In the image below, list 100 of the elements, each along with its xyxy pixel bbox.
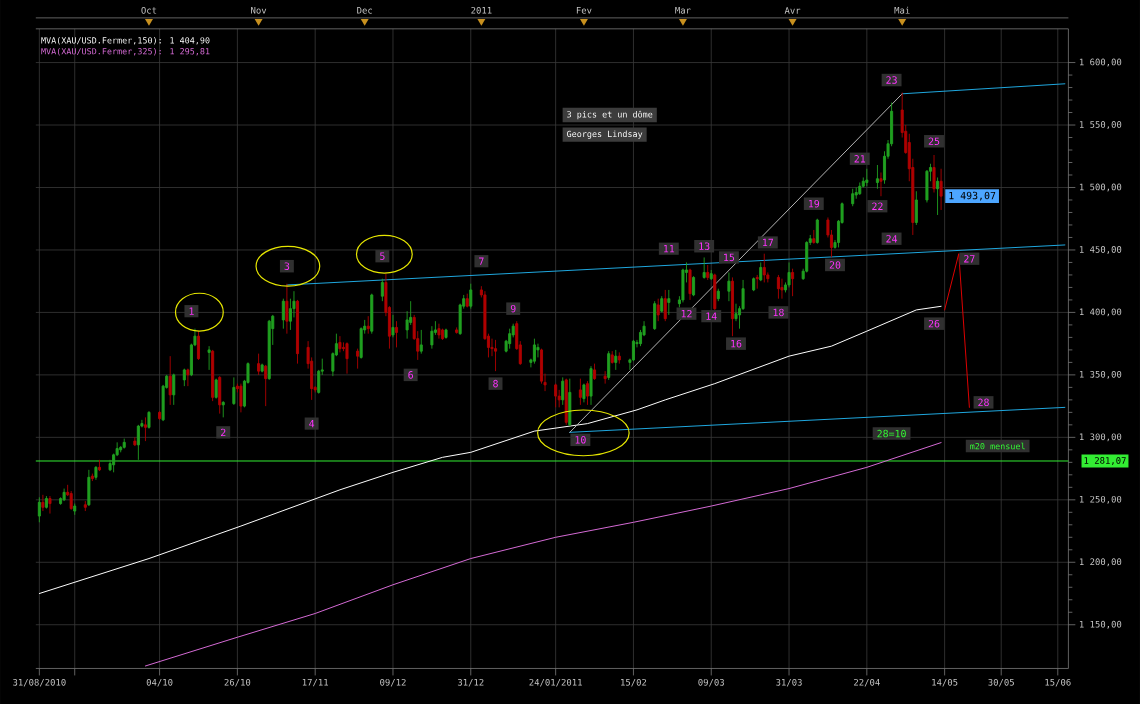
candlestick: [561, 376, 565, 406]
candlestick: [232, 376, 236, 406]
candlestick: [370, 293, 374, 334]
candlestick: [172, 373, 176, 406]
candlestick: [90, 472, 94, 482]
candlestick: [688, 268, 692, 301]
annotation: 11: [664, 244, 675, 253]
candlestick: [603, 370, 607, 384]
candlestick: [791, 268, 795, 297]
candlestick: [508, 328, 512, 349]
candlestick: [469, 283, 473, 309]
candlestick: [610, 350, 614, 364]
x2-tick-label: Mar: [675, 6, 691, 14]
candlestick: [419, 329, 423, 354]
candlestick: [879, 171, 883, 197]
candlestick: [875, 164, 879, 190]
candlestick: [73, 502, 77, 516]
y-tick-label: 1 450,00: [1079, 245, 1122, 254]
annotation: Georges Lindsay: [567, 130, 643, 139]
candlestick: [663, 289, 667, 322]
candlestick: [554, 383, 558, 408]
candlestick: [709, 269, 713, 281]
annotation: 9: [510, 304, 516, 313]
annotation: 13: [699, 242, 710, 250]
x-tick-label: 31/03: [776, 678, 802, 687]
candlestick: [94, 465, 98, 481]
annotation: 22: [872, 202, 883, 210]
x-tick-label: 15/02: [621, 678, 647, 687]
candlestick: [285, 283, 289, 334]
candlestick: [932, 154, 936, 193]
x2-tick-label: Fev: [576, 6, 592, 14]
candlestick: [356, 348, 360, 369]
text: MVA(XAU/USD.Fermer,150): 1 404,90: [41, 36, 210, 45]
candlestick: [667, 289, 671, 316]
x-tick-label: 31/08/2010: [13, 678, 66, 687]
candlestick: [444, 328, 448, 339]
candlestick: [780, 278, 784, 299]
candlestick: [865, 168, 869, 187]
candlestick: [762, 253, 766, 283]
candlestick: [87, 469, 91, 507]
candlestick: [614, 349, 618, 371]
candlestick: [295, 299, 300, 364]
candlestick: [607, 350, 611, 381]
candlestick: [755, 274, 759, 289]
annotation: 27: [964, 254, 975, 263]
candlestick: [380, 278, 384, 302]
candlestick: [851, 188, 855, 207]
annotation: 6: [408, 370, 414, 379]
candlestick: [207, 345, 211, 371]
candlestick: [858, 181, 862, 196]
candlestick: [706, 264, 710, 281]
y-tick-label: 1 600,00: [1079, 58, 1122, 67]
candlestick: [158, 410, 162, 421]
annotation: 2: [220, 428, 226, 436]
candlestick: [37, 496, 41, 523]
candlestick: [264, 364, 268, 407]
annotation: 28=10: [877, 429, 906, 438]
candlestick: [41, 494, 45, 512]
annotation: 19: [809, 199, 820, 208]
candlestick: [338, 335, 342, 353]
x-tick-label: 09/03: [698, 678, 724, 687]
candlestick: [366, 315, 370, 334]
annotation: 1 493,07: [949, 191, 996, 201]
annotation: 20: [829, 261, 841, 269]
annotation: 28: [978, 398, 989, 406]
annotation: 17: [763, 238, 774, 246]
annotation: 24: [886, 234, 898, 243]
candlestick: [727, 271, 731, 302]
candlestick: [776, 274, 780, 299]
candlestick: [133, 436, 137, 447]
candlestick: [936, 176, 940, 216]
candlestick: [653, 300, 657, 331]
candlestick: [582, 383, 586, 403]
candlestick: [815, 218, 819, 245]
candlestick: [168, 355, 172, 406]
x2-tick-label: Dec: [357, 6, 372, 14]
candlestick: [752, 276, 756, 292]
annotation: 26: [928, 319, 940, 328]
y-tick-label: 1 550,00: [1079, 120, 1122, 129]
y-tick-label: 1 150,00: [1079, 620, 1122, 629]
y-tick-label: 1 300,00: [1079, 433, 1122, 442]
candlestick: [281, 298, 285, 329]
candlestick: [97, 459, 101, 472]
candlestick: [578, 378, 582, 406]
candlestick: [257, 353, 261, 376]
candlestick: [44, 495, 48, 509]
annotation: m20 mensuel: [970, 442, 1025, 450]
candlestick: [430, 325, 434, 349]
candlestick: [593, 363, 597, 381]
x2-tick-label: Oct: [141, 6, 157, 14]
x2-tick-label: Nov: [251, 6, 267, 14]
y-tick-label: 1 200,00: [1079, 558, 1122, 567]
candlestick: [759, 261, 763, 282]
candlestick: [83, 500, 87, 512]
x-tick-label: 31/12: [457, 678, 484, 687]
annotation: 3 pics et un dôme: [567, 110, 653, 120]
candlestick: [939, 168, 943, 211]
y-tick-label: 1 350,00: [1079, 370, 1122, 379]
x-tick-label: 04/10: [146, 678, 173, 687]
candlestick: [437, 323, 441, 339]
